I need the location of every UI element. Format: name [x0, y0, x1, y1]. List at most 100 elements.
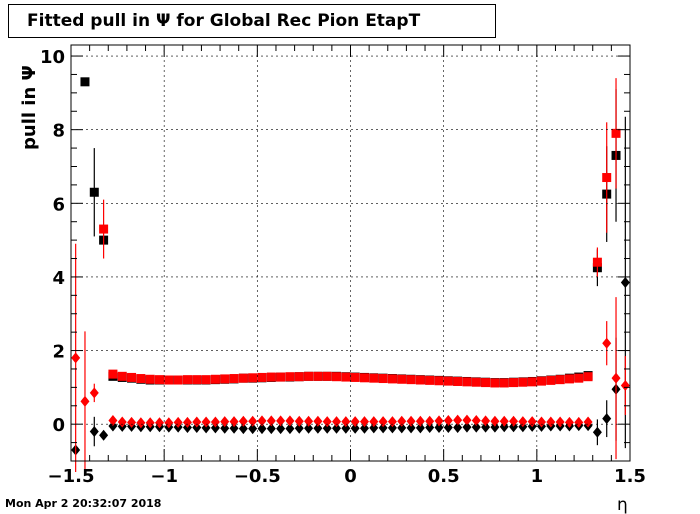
data-point-diamond — [536, 416, 546, 428]
data-point-diamond — [481, 415, 491, 427]
data-point-square — [397, 374, 407, 384]
data-point-diamond — [322, 422, 332, 434]
data-point-diamond — [369, 422, 379, 434]
data-point-diamond — [248, 423, 258, 435]
data-point-diamond — [406, 415, 416, 427]
data-point-diamond — [192, 421, 202, 433]
data-point-square — [80, 77, 90, 87]
data-point-square — [359, 373, 369, 383]
data-point-diamond — [611, 372, 621, 384]
data-point-diamond — [210, 416, 220, 428]
data-point-square — [294, 372, 304, 382]
data-point-diamond — [304, 422, 314, 434]
data-point-diamond — [564, 416, 574, 428]
y-tick-label: 4 — [52, 268, 65, 289]
x-tick-label: −1.5 — [48, 466, 95, 487]
data-point-diamond — [322, 416, 332, 428]
data-point-square — [527, 377, 537, 387]
data-point-square — [220, 374, 230, 384]
data-point-square — [471, 377, 481, 387]
data-point-square — [443, 376, 453, 386]
data-point-diamond — [192, 416, 202, 428]
y-tick-label: 8 — [52, 121, 65, 142]
data-point-diamond — [145, 417, 155, 429]
data-point-square — [406, 375, 416, 385]
data-point-diamond — [471, 421, 481, 433]
data-point-square — [210, 374, 220, 384]
data-point-square — [173, 375, 183, 385]
data-point-diamond — [238, 415, 248, 427]
data-point-diamond — [304, 415, 314, 427]
data-point-diamond — [434, 415, 444, 427]
data-point-diamond — [555, 416, 565, 428]
data-point-square — [555, 375, 565, 385]
chart-title-box: Fitted pull in Ψ for Global Rec Pion Eta… — [8, 4, 496, 38]
data-point-diamond — [248, 415, 258, 427]
data-point-diamond — [201, 422, 211, 434]
data-point-square — [322, 371, 332, 381]
data-point-diamond — [257, 415, 267, 427]
data-point-square — [509, 378, 519, 388]
data-point-square — [136, 374, 146, 384]
data-point-diamond — [434, 421, 444, 433]
data-point-square — [304, 371, 314, 381]
data-point-diamond — [238, 423, 248, 435]
data-point-diamond — [201, 416, 211, 428]
data-point-square — [602, 173, 612, 183]
data-point-square — [164, 375, 174, 385]
data-point-square — [481, 378, 491, 388]
data-point-diamond — [378, 422, 388, 434]
data-point-diamond — [89, 387, 99, 399]
data-point-diamond — [574, 416, 584, 428]
data-point-diamond — [117, 416, 127, 428]
data-point-diamond — [415, 422, 425, 434]
data-point-diamond — [471, 415, 481, 427]
data-point-square — [462, 377, 472, 387]
data-point-diamond — [173, 416, 183, 428]
x-tick-label: 0.5 — [428, 466, 460, 487]
data-point-diamond — [462, 421, 472, 433]
y-tick-label: 0 — [52, 415, 65, 436]
data-point-diamond — [332, 422, 342, 434]
data-point-diamond — [266, 423, 276, 435]
y-tick-label: 10 — [40, 47, 65, 68]
data-point-diamond — [89, 426, 99, 438]
data-point-diamond — [350, 416, 360, 428]
data-point-square — [592, 257, 602, 267]
data-point-square — [89, 187, 99, 197]
data-point-diamond — [443, 421, 453, 433]
data-point-square — [583, 372, 593, 382]
data-point-square — [434, 376, 444, 386]
data-point-diamond — [583, 416, 593, 428]
timestamp: Mon Apr 2 20:32:07 2018 — [5, 497, 162, 510]
data-point-square — [574, 373, 584, 383]
data-point-diamond — [602, 413, 612, 425]
data-point-diamond — [359, 422, 369, 434]
data-point-diamond — [620, 276, 630, 288]
data-point-square — [117, 371, 127, 381]
data-point-square — [257, 372, 267, 382]
data-point-diamond — [71, 352, 81, 364]
x-tick-label: 1.5 — [614, 466, 646, 487]
data-point-diamond — [229, 416, 239, 428]
data-point-square — [536, 376, 546, 386]
data-point-diamond — [546, 416, 556, 428]
data-point-diamond — [285, 415, 295, 427]
data-point-diamond — [164, 417, 174, 429]
data-point-diamond — [509, 415, 519, 427]
data-point-square — [518, 377, 528, 387]
data-point-diamond — [108, 415, 118, 427]
chart-title: Fitted pull in Ψ for Global Rec Pion Eta… — [27, 11, 421, 31]
data-point-diamond — [425, 421, 435, 433]
data-point-diamond — [313, 422, 323, 434]
data-point-diamond — [294, 422, 304, 434]
data-point-square — [378, 374, 388, 384]
x-tick-label: −0.5 — [234, 466, 281, 487]
data-point-square — [266, 372, 276, 382]
data-point-square — [499, 378, 509, 388]
data-point-diamond — [499, 415, 509, 427]
data-point-diamond — [155, 417, 165, 429]
data-point-diamond — [527, 416, 537, 428]
data-point-square — [546, 375, 556, 385]
